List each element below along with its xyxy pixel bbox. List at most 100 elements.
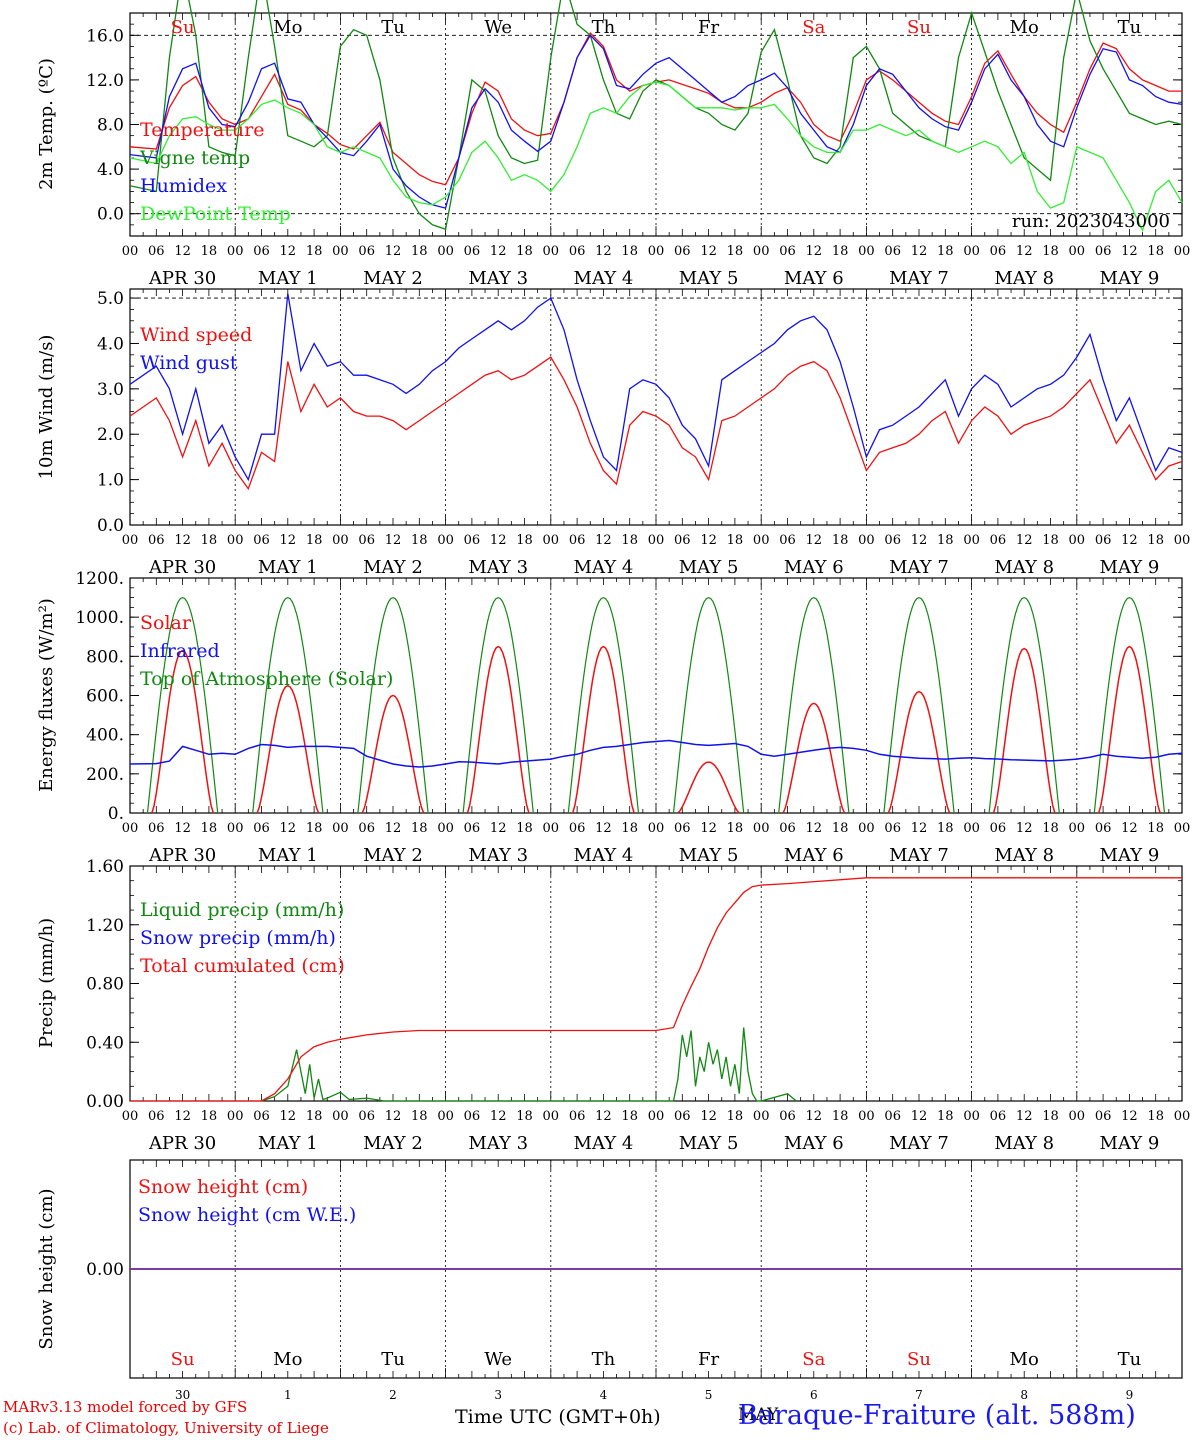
hour-tick-label: 18 <box>516 244 533 259</box>
legend-entry: Snow precip (mm/h) <box>140 927 336 949</box>
hour-tick-label: 18 <box>201 244 218 259</box>
hour-tick-label: 06 <box>884 1109 901 1124</box>
hour-tick-label: 06 <box>358 821 375 836</box>
hour-tick-label: 18 <box>727 1109 744 1124</box>
hour-tick-label: 00 <box>963 1109 980 1124</box>
y-tick-label: 0.80 <box>86 975 124 995</box>
y-tick-label: 8.0 <box>97 116 124 136</box>
weekday-label: Tu <box>1118 1349 1142 1370</box>
legend-entry: Top of Atmosphere (Solar) <box>140 668 393 690</box>
hour-tick-label: 06 <box>990 1109 1007 1124</box>
weekday-label: Mo <box>273 17 302 38</box>
hour-tick-label: 00 <box>1069 1109 1086 1124</box>
hour-tick-label: 00 <box>543 1109 560 1124</box>
weekday-label: Fr <box>698 17 719 38</box>
hour-tick-label: 18 <box>832 533 849 548</box>
hour-tick-label: 18 <box>516 821 533 836</box>
date-label: MAY 4 <box>574 268 634 289</box>
date-label: MAY 4 <box>574 845 634 866</box>
y-tick-label: 0.0 <box>97 516 124 536</box>
hour-tick-label: 00 <box>332 821 349 836</box>
hour-tick-label: 18 <box>727 821 744 836</box>
toa-solar-line <box>462 596 534 814</box>
legend-entry: Snow height (cm) <box>138 1176 308 1198</box>
y-tick-label: 16.0 <box>86 26 124 46</box>
date-label: MAY 6 <box>784 845 844 866</box>
hour-tick-label: 00 <box>543 244 560 259</box>
solar-line <box>256 684 320 814</box>
hour-tick-label: 12 <box>1016 1109 1033 1124</box>
hour-tick-label: 18 <box>516 1109 533 1124</box>
date-label: MAY 9 <box>1100 557 1160 578</box>
hour-tick-label: 00 <box>858 821 875 836</box>
toa-solar-line <box>672 596 745 814</box>
hour-tick-label: 00 <box>122 1109 139 1124</box>
hour-tick-label: 00 <box>858 244 875 259</box>
hour-tick-label: 00 <box>122 244 139 259</box>
hour-tick-label: 00 <box>963 821 980 836</box>
hour-tick-label: 12 <box>1121 244 1138 259</box>
weekday-label: Su <box>907 1349 931 1370</box>
date-label: MAY 3 <box>468 557 528 578</box>
hour-tick-label: 00 <box>648 1109 665 1124</box>
hour-tick-label: 18 <box>621 533 638 548</box>
weekday-label: Th <box>592 1349 616 1370</box>
hour-tick-label: 00 <box>332 1109 349 1124</box>
hour-tick-label: 12 <box>174 821 191 836</box>
hour-tick-label: 00 <box>227 821 244 836</box>
hour-tick-label: 12 <box>1016 821 1033 836</box>
hour-tick-label: 06 <box>779 244 796 259</box>
hour-tick-label: 12 <box>280 533 297 548</box>
hour-tick-label: 06 <box>253 1109 270 1124</box>
hour-tick-label: 12 <box>490 821 507 836</box>
legend-entry: DewPoint Temp <box>140 203 291 225</box>
weekday-label: Tu <box>1118 17 1142 38</box>
hour-tick-label: 18 <box>1147 533 1164 548</box>
hour-tick-label: 12 <box>806 1109 823 1124</box>
hour-tick-label: 00 <box>1174 821 1191 836</box>
y-tick-label: 1000. <box>75 608 124 628</box>
hour-tick-label: 06 <box>253 244 270 259</box>
date-label: MAY 7 <box>889 1133 949 1154</box>
solar-line <box>466 645 530 814</box>
date-label: APR 30 <box>148 268 216 289</box>
weekday-label: Tu <box>381 1349 405 1370</box>
solar-line <box>782 702 846 814</box>
date-label: MAY 3 <box>468 268 528 289</box>
weekday-label: Su <box>907 17 931 38</box>
weekday-label: Su <box>171 1349 195 1370</box>
hour-tick-label: 06 <box>779 533 796 548</box>
date-label: APR 30 <box>148 557 216 578</box>
hour-tick-label: 18 <box>411 1109 428 1124</box>
hour-tick-label: 00 <box>437 533 454 548</box>
toa-solar-line <box>883 596 955 814</box>
hour-tick-label: 18 <box>306 821 323 836</box>
hour-tick-label: 00 <box>648 533 665 548</box>
date-label: MAY 6 <box>784 1133 844 1154</box>
hour-tick-label: 18 <box>1042 821 1059 836</box>
hour-tick-label: 12 <box>911 533 928 548</box>
date-label: MAY 8 <box>994 557 1054 578</box>
total-cumulated-cm-line <box>130 877 1182 1102</box>
y-axis-label: 2m Temp. (ºC) <box>36 58 57 190</box>
hour-tick-label: 06 <box>148 533 165 548</box>
hour-tick-label: 06 <box>358 533 375 548</box>
solar-line <box>571 645 635 814</box>
hour-tick-label: 06 <box>569 533 586 548</box>
weekday-label: Sa <box>802 1349 825 1370</box>
hour-tick-label: 18 <box>937 244 954 259</box>
hour-tick-label: 00 <box>332 244 349 259</box>
y-tick-label: 1.0 <box>97 471 124 491</box>
hour-tick-label: 12 <box>280 821 297 836</box>
hour-tick-label: 00 <box>332 533 349 548</box>
hour-tick-label: 00 <box>648 244 665 259</box>
y-tick-label: 0.00 <box>86 1260 124 1280</box>
hour-tick-label: 12 <box>385 244 402 259</box>
date-label: MAY 1 <box>258 557 318 578</box>
solar-line <box>151 649 215 814</box>
day-number: 4 <box>600 1388 608 1402</box>
hour-tick-label: 18 <box>1147 244 1164 259</box>
legend-entry: Wind gust <box>140 352 238 374</box>
y-tick-label: 0. <box>108 804 124 824</box>
hour-tick-label: 00 <box>1069 244 1086 259</box>
